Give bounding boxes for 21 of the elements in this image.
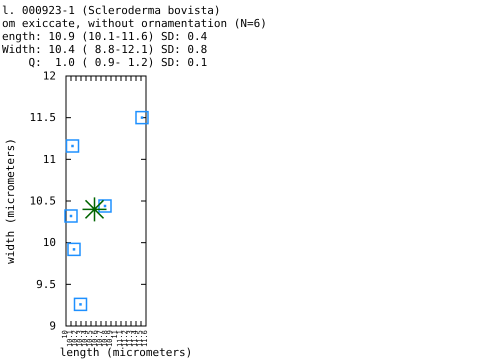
y-tick-label: 10	[42, 236, 56, 250]
y-tick-label: 11.5	[30, 111, 56, 124]
y-tick-label: 11	[42, 152, 56, 166]
chart-subtitle: om exiccate, without ornamentation (N=6)	[2, 17, 267, 30]
y-tick-label: 9.5	[36, 278, 56, 291]
x-axis-title: length (micrometers)	[60, 346, 192, 359]
point	[66, 139, 80, 153]
point	[67, 242, 81, 256]
text: Width: 10.4 ( 8.8-12.1) SD: 0.8	[2, 43, 208, 56]
chart-title: l. 000923-1 (Scleroderma bovista)	[2, 4, 221, 17]
text: ength: 10.9 (10.1-11.6) SD: 0.4	[2, 30, 208, 43]
point	[64, 209, 78, 223]
y-tick-label: 12	[42, 70, 56, 83]
y-tick-label: 9	[49, 320, 56, 333]
y-tick-label: 10.5	[30, 194, 56, 208]
y-axis-title: width (micrometers)	[4, 138, 17, 264]
point	[74, 298, 88, 312]
point	[98, 199, 112, 213]
point	[82, 196, 108, 222]
text: Q: 1.0 ( 0.9- 1.2) SD: 0.1	[2, 56, 208, 69]
point	[135, 110, 149, 124]
